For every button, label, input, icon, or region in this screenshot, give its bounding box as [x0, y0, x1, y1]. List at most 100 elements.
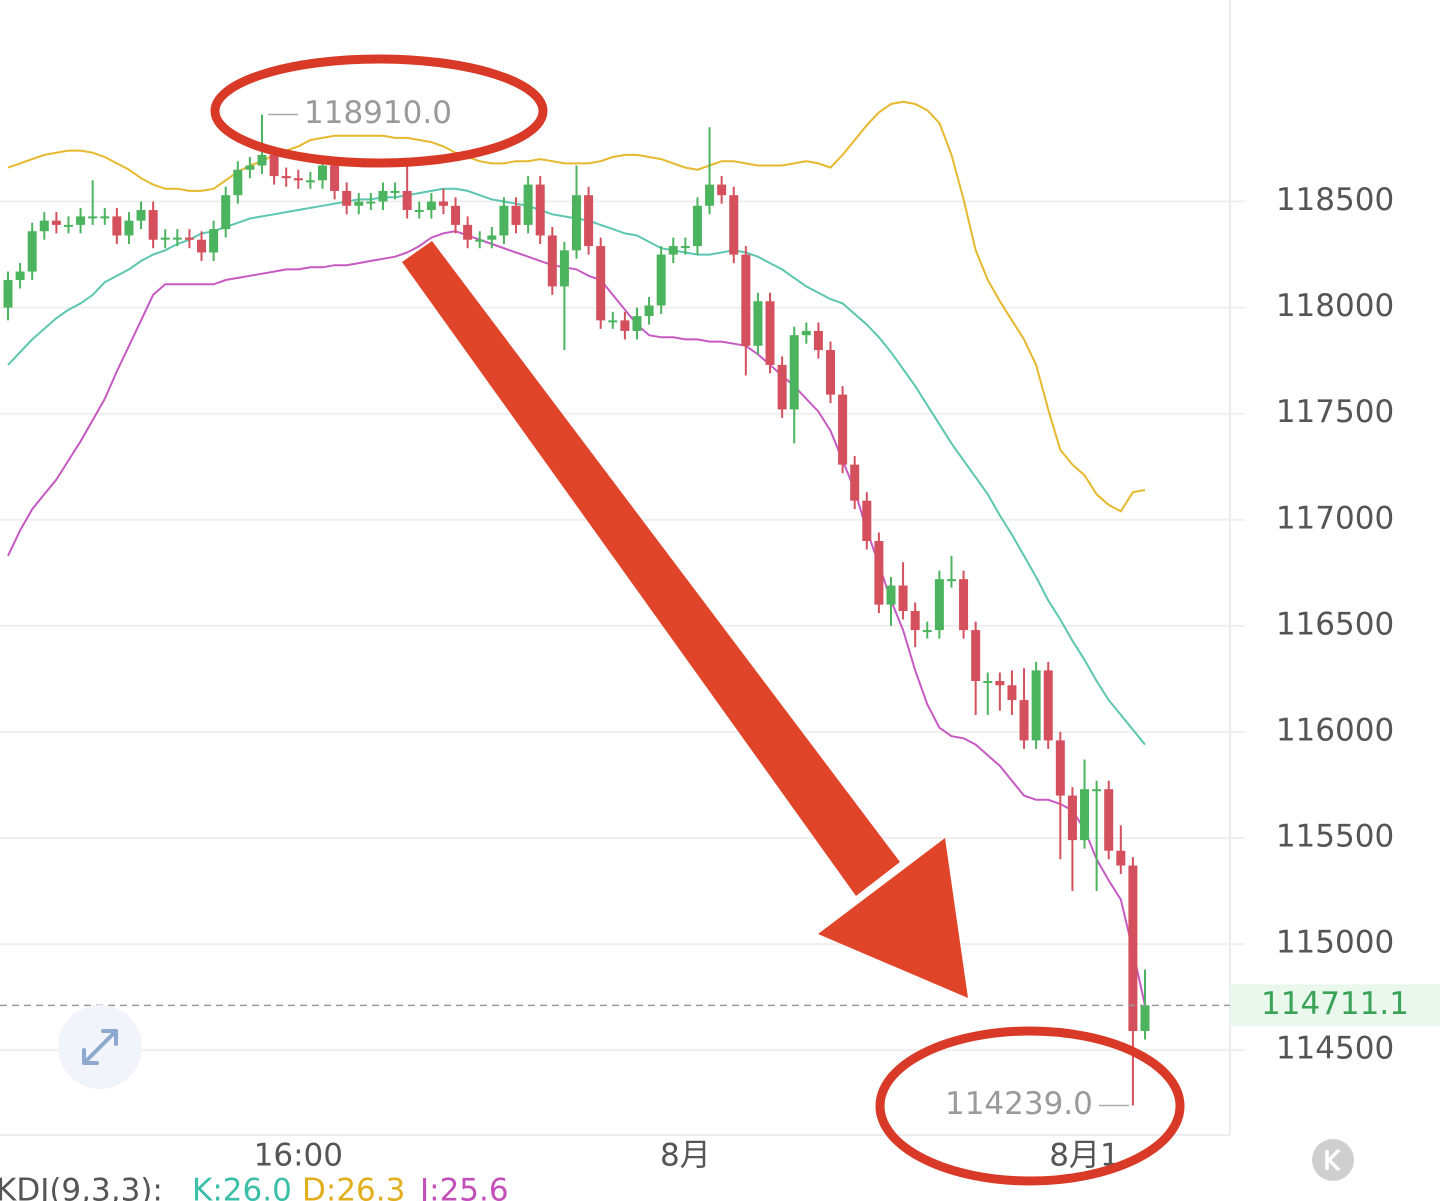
- candle-body: [535, 184, 545, 236]
- candle-body: [414, 210, 424, 213]
- candle-body: [511, 205, 521, 225]
- x-tick-label: 16:00: [254, 1138, 343, 1174]
- y-tick-label: 115500: [1276, 818, 1394, 854]
- candle-body: [1092, 789, 1102, 792]
- x-tick-label: 8月: [660, 1138, 711, 1174]
- candle-body: [1128, 865, 1138, 1032]
- y-tick-label: 118500: [1276, 182, 1394, 218]
- candle-body: [692, 205, 702, 247]
- candle-body: [27, 231, 37, 272]
- candle-body: [426, 201, 436, 211]
- y-tick-label: 116000: [1276, 712, 1394, 748]
- candle-body: [632, 316, 642, 331]
- candle-body: [523, 184, 533, 225]
- candle-body: [402, 190, 412, 211]
- candle-body: [584, 195, 594, 247]
- candle-body: [487, 235, 497, 240]
- candle-body: [729, 195, 739, 255]
- candle-body: [209, 229, 219, 253]
- candle-body: [1067, 795, 1077, 841]
- candle-body: [850, 464, 860, 501]
- indicator-line: [7, 230, 1146, 1006]
- candle-body: [922, 630, 932, 633]
- candle-body: [813, 330, 823, 351]
- y-tick-label: 118000: [1276, 288, 1394, 324]
- candle-body: [197, 239, 207, 253]
- candle-body: [160, 237, 170, 240]
- candle-body: [221, 195, 231, 230]
- candle-body: [741, 254, 751, 346]
- plot-area: 114500 115000 115500 116000 116500 117000 1175…: [0, 95, 1440, 1174]
- candle-body: [1031, 670, 1041, 741]
- kline-button[interactable]: [1312, 1139, 1354, 1181]
- arrow-shaft: [402, 241, 900, 896]
- candle-body: [620, 320, 630, 331]
- candle-body: [1019, 700, 1029, 741]
- candle-body: [305, 180, 315, 183]
- highlight-ellipse: [210, 54, 548, 168]
- candle-body: [257, 154, 267, 166]
- last-price-badge: [1230, 984, 1440, 1027]
- candle-body: [76, 216, 86, 225]
- candle-body: [608, 320, 618, 323]
- candle-body: [886, 585, 896, 605]
- candle-body: [148, 210, 158, 240]
- candle-body: [112, 216, 122, 236]
- candle-body: [1043, 670, 1053, 741]
- candle-body: [317, 165, 327, 181]
- highlight-ellipse: [875, 1026, 1185, 1186]
- candle-body: [281, 176, 291, 179]
- candle-body: [777, 364, 787, 410]
- expand-icon: [82, 1029, 118, 1065]
- markup-overlay: [58, 54, 1354, 1186]
- candle-body: [644, 305, 654, 317]
- candle-body: [572, 195, 581, 251]
- candle-body: [705, 184, 715, 206]
- candle-body: [1055, 740, 1065, 796]
- candle-body: [753, 301, 763, 346]
- candle-body: [874, 540, 884, 605]
- candle-body: [245, 165, 255, 170]
- candle-body: [475, 239, 485, 242]
- candle-body: [88, 216, 98, 219]
- indicator-value: K:26.0: [192, 1173, 292, 1201]
- candle-body: [971, 630, 981, 681]
- y-tick-label: 116500: [1276, 606, 1394, 642]
- candle-body: [293, 178, 303, 181]
- candle-body: [233, 169, 243, 196]
- candle-body: [801, 330, 811, 336]
- candle-body: [959, 579, 969, 631]
- candle-body: [656, 254, 666, 306]
- candle-body: [862, 500, 872, 541]
- candle-body: [438, 201, 448, 206]
- candle-body: [983, 681, 993, 683]
- candle-body: [124, 220, 134, 236]
- candle-body: [765, 301, 775, 365]
- high-annotation: 118910.0: [304, 95, 452, 131]
- candle-body: [172, 237, 182, 240]
- candle-body: [15, 271, 25, 281]
- candle-body: [378, 190, 388, 202]
- candle-body: [946, 579, 956, 582]
- candle-body: [547, 235, 557, 287]
- candle-body: [1007, 685, 1017, 701]
- candle-body: [269, 154, 279, 177]
- candle-body: [934, 579, 944, 631]
- arrow-head: [818, 838, 968, 998]
- candle-body: [596, 246, 606, 321]
- candle-body: [463, 224, 473, 240]
- candle-body: [789, 335, 799, 410]
- candle-body: [3, 280, 13, 308]
- candle-body: [838, 394, 848, 465]
- candle-body: [451, 205, 461, 225]
- candle-body: [390, 190, 400, 193]
- candle-body: [995, 681, 1005, 686]
- candle-body: [184, 237, 194, 240]
- candle-body: [63, 224, 73, 227]
- candle-body: [826, 350, 836, 395]
- y-tick-label: 115000: [1276, 925, 1394, 961]
